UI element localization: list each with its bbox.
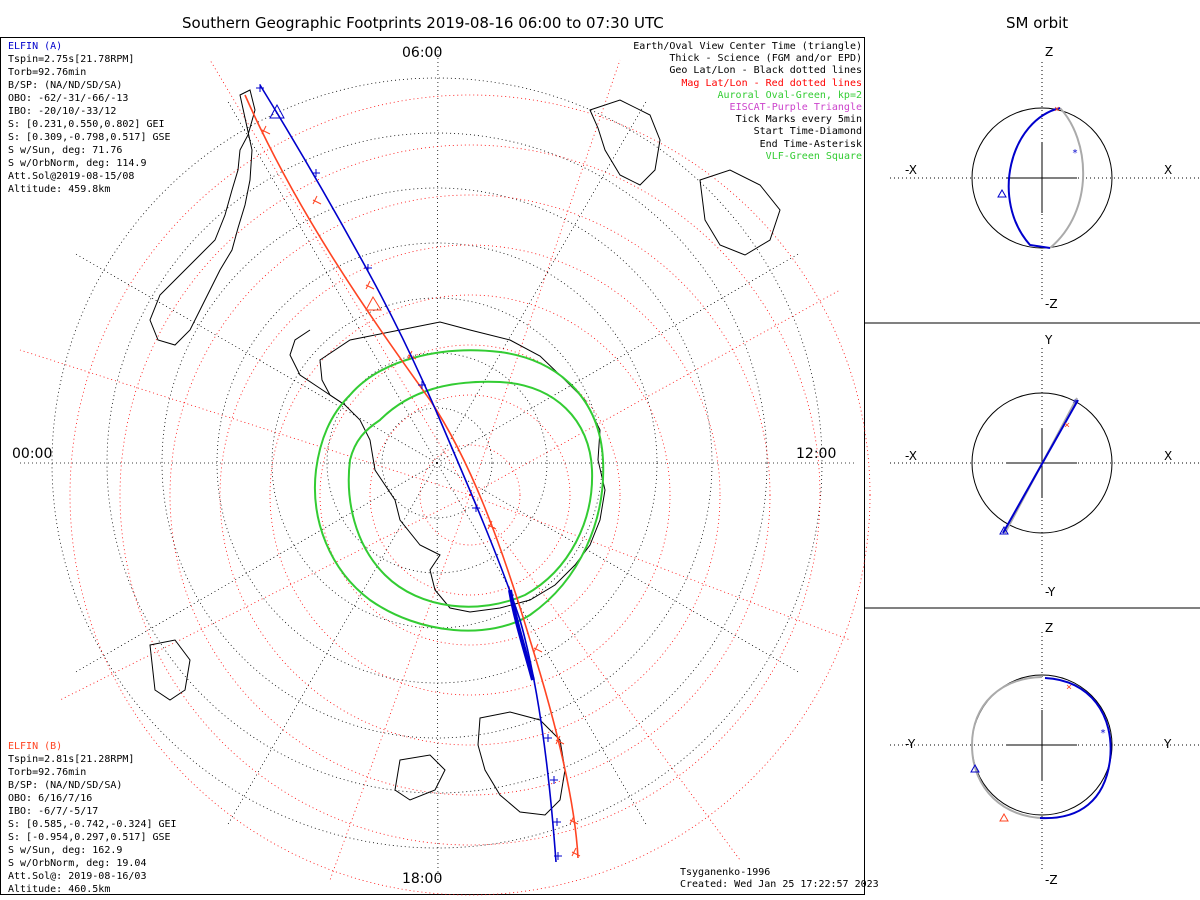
legend-item: Geo Lat/Lon - Black dotted lines xyxy=(669,65,862,77)
elfin-a-line: Tspin=2.75s[21.78RPM] xyxy=(8,54,135,65)
elfin-a-line: S w/Sun, deg: 71.76 xyxy=(8,145,123,156)
coastlines xyxy=(149,89,781,816)
madagascar-region xyxy=(699,169,781,256)
sm-panel-2-bottom-label: -Y xyxy=(1045,585,1056,599)
sm-panel-1-left-label: -X xyxy=(905,163,917,177)
sm-panel-3-top-label: Z xyxy=(1045,621,1054,635)
elfin-b-line: S: [0.585,-0.742,-0.324] GEI xyxy=(8,819,177,830)
elfin-b-line: Att.Sol@: 2019-08-16/03 xyxy=(8,871,147,882)
elfin-a-name: ELFIN (A) xyxy=(8,41,63,52)
elfin-a-center-triangle xyxy=(269,103,285,119)
new-zealand-coast xyxy=(394,754,446,801)
elfin-a-line: Att.Sol@2019-08-15/08 xyxy=(8,171,135,182)
sm-orbit-title: SM orbit xyxy=(1006,14,1069,32)
svg-text:×: × xyxy=(1064,420,1070,431)
sm-panel-2-right-label: X xyxy=(1164,449,1173,463)
elfin-b-line: B/SP: (NA/ND/SD/SA) xyxy=(8,780,123,791)
elfin-a-info: ELFIN (A) Tspin=2.75s[21.78RPM] Torb=92.… xyxy=(8,40,171,196)
australia-coast xyxy=(477,711,566,816)
auroral-ovals xyxy=(314,349,605,632)
elfin-a-line: OBO: -62/-31/-66/-13 xyxy=(8,93,129,104)
elfin-b-info: ELFIN (B) Tspin=2.81s[21.28RPM] Torb=92.… xyxy=(8,740,177,896)
elfin-b-line: Torb=92.76min xyxy=(8,767,87,778)
elfin-a-track xyxy=(256,84,562,863)
elfin-a-science-segment xyxy=(508,589,535,681)
sm-panel-1-bottom-label: -Z xyxy=(1045,297,1058,311)
island-left xyxy=(149,639,191,701)
svg-text:*: * xyxy=(1100,728,1106,739)
legend: Earth/Oval View Center Time (triangle) T… xyxy=(633,41,862,163)
sm-panel-3-bottom-label: -Z xyxy=(1045,873,1058,887)
footer-model: Tsyganenko-1996 xyxy=(680,867,771,878)
sm-panel-2-top-label: Y xyxy=(1045,333,1053,347)
elfin-b-line: Tspin=2.81s[21.28RPM] xyxy=(8,754,135,765)
svg-text:×: × xyxy=(1054,104,1060,115)
clock-label-bottom: 18:00 xyxy=(402,871,443,887)
sm-panel-3-left-label: -Y xyxy=(905,737,916,751)
legend-item: EISCAT-Purple Triangle xyxy=(729,102,862,114)
elfin-b-line: IBO: -6/7/-5/17 xyxy=(8,806,99,817)
antarctica-coast xyxy=(319,321,606,613)
legend-item: Earth/Oval View Center Time (triangle) xyxy=(633,41,862,52)
footer-created: Created: Wed Jan 25 17:22:57 2023 xyxy=(680,879,879,890)
elfin-a-line: S: [0.231,0.550,0.802] GEI xyxy=(8,119,165,130)
legend-item: Auroral Oval-Green, kp=2 xyxy=(717,89,863,101)
elfin-a-line: B/SP: (NA/ND/SD/SA) xyxy=(8,80,123,91)
legend-item: Mag Lat/Lon - Red dotted lines xyxy=(681,77,862,89)
svg-text:*: * xyxy=(1072,398,1078,409)
elfin-b-line: S w/OrbNorm, deg: 19.04 xyxy=(8,858,147,869)
clock-label-top: 06:00 xyxy=(402,45,443,61)
elfin-b-line: S w/Sun, deg: 162.9 xyxy=(8,845,123,856)
antarctic-peninsula xyxy=(289,329,346,406)
svg-text:×: × xyxy=(1066,682,1072,693)
sm-panel-1-top-label: Z xyxy=(1045,45,1054,59)
elfin-a-line: IBO: -20/10/-33/12 xyxy=(8,106,117,117)
sm-panel-3-right-label: Y xyxy=(1164,737,1172,751)
legend-item: Start Time-Diamond xyxy=(753,126,862,138)
clock-label-left: 00:00 xyxy=(12,446,53,462)
elfin-b-name: ELFIN (B) xyxy=(8,741,63,752)
main-map xyxy=(17,42,871,896)
elfin-b-track xyxy=(244,94,581,859)
sm-panel-yz: × * xyxy=(890,632,1200,870)
elfin-a-line: Altitude: 459.8km xyxy=(8,184,111,195)
legend-item: VLF-Green Square xyxy=(765,150,862,162)
elfin-b-line: OBO: 6/16/7/16 xyxy=(8,793,93,804)
elfin-b-line: Altitude: 460.5km xyxy=(8,884,111,895)
elfin-b-line: S: [-0.954,0.297,0.517] GSE xyxy=(8,832,171,843)
legend-item: End Time-Asterisk xyxy=(759,138,862,150)
map-frame xyxy=(0,37,865,895)
sm-panel-1-right-label: X xyxy=(1164,163,1173,177)
clock-label-right: 12:00 xyxy=(796,446,837,462)
sm-panel-2-left-label: -X xyxy=(905,449,917,463)
auroral-oval-outer xyxy=(314,349,605,632)
elfin-a-line: Torb=92.76min xyxy=(8,67,87,78)
mag-grid xyxy=(19,59,871,896)
sm-panel-xz: × * xyxy=(890,62,1200,300)
auroral-oval-inner xyxy=(347,380,594,608)
africa-tip xyxy=(589,99,661,186)
elfin-b-center-triangle xyxy=(365,295,382,311)
elfin-a-line: S: [0.309,-0.798,0.517] GSE xyxy=(8,132,171,143)
legend-item: Tick Marks every 5min xyxy=(735,114,862,126)
sm-panel-xy: × * xyxy=(890,348,1200,585)
elfin-a-line: S w/OrbNorm, deg: 114.9 xyxy=(8,158,147,169)
south-america-coast xyxy=(149,89,256,346)
svg-text:*: * xyxy=(1072,148,1078,159)
main-title: Southern Geographic Footprints 2019-08-1… xyxy=(182,14,664,32)
legend-item: Thick - Science (FGM and/or EPD) xyxy=(669,53,862,65)
